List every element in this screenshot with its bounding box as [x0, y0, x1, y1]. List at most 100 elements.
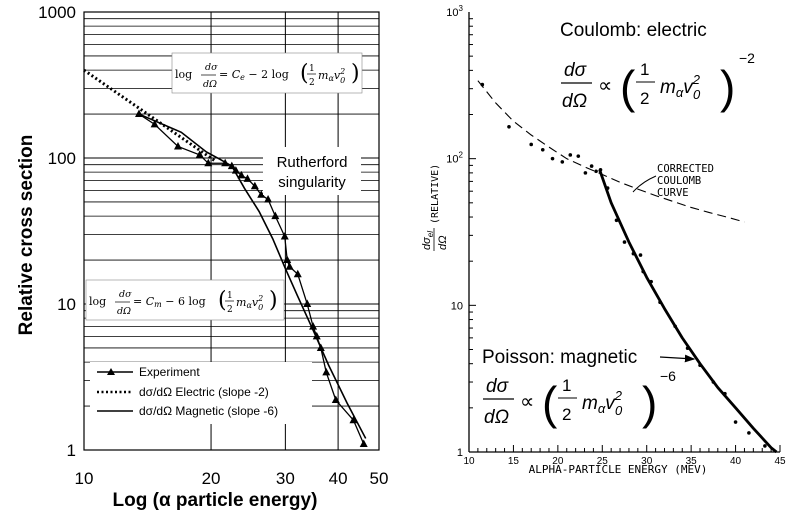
legend-experiment-label: Experiment: [139, 365, 200, 379]
right-x-tick-label: 10: [463, 456, 475, 467]
right-plot-frame: [468, 12, 780, 453]
experiment-point: [349, 415, 358, 424]
right-x-tick-label: 30: [641, 456, 653, 467]
magnetic-slope-line: [138, 113, 367, 439]
right-y-tick-label: 102: [446, 151, 463, 166]
right-data-point: [763, 444, 767, 448]
right-data-point: [605, 186, 610, 190]
experiment-point: [231, 166, 240, 174]
left-x-tick-label: 30: [276, 469, 295, 488]
right-data-point: [583, 171, 588, 175]
right-series: [477, 80, 778, 454]
right-data-point: [598, 167, 603, 172]
coulomb-equation: dσ dΩ ∝ ( 1 2 mαv2 0 ) −2: [561, 50, 755, 113]
magnetic-fit-curve: [598, 169, 778, 454]
experiment-point: [331, 395, 340, 404]
svg-text:): ): [720, 61, 735, 113]
svg-text:(: (: [300, 61, 309, 86]
svg-text:1: 1: [227, 291, 233, 301]
right-x-axis-label: ALPHA-PARTICLE ENERGY (MEV): [529, 463, 708, 476]
experiment-point: [173, 141, 182, 150]
left-y-tick-label: 1: [67, 441, 76, 460]
svg-text:1: 1: [640, 60, 649, 79]
right-data-point: [550, 156, 555, 161]
svg-text:1: 1: [562, 376, 571, 395]
right-data-point: [641, 269, 645, 274]
rutherford-singularity-annotation: Rutherford singularity: [263, 147, 361, 195]
right-data-point: [540, 147, 545, 152]
right-y-tick-label: 1: [457, 447, 463, 459]
experiment-point: [280, 231, 289, 240]
right-data-point: [658, 300, 662, 305]
experiment-point: [309, 322, 318, 330]
right-data-point: [560, 160, 565, 164]
left-x-tick-labels: 10 20 30 40 50: [75, 469, 389, 488]
coulomb-title: Coulomb: electric: [560, 20, 707, 41]
experiment-point: [293, 269, 302, 278]
right-data-point: [723, 391, 727, 396]
right-data-point: [685, 346, 690, 351]
right-data-point: [576, 154, 581, 158]
right-x-tick-label: 35: [686, 456, 698, 467]
right-data-point: [614, 218, 619, 223]
legend-electric-label: dσ/dΩ Electric (slope -2): [139, 385, 269, 399]
svg-text:dσel: dσel: [421, 231, 435, 250]
experiment-point: [316, 343, 325, 351]
electric-equation-box: log dσ dΩ = Ce − 2 log ( 1 2 mαv2 0 ): [171, 52, 363, 94]
svg-text:2: 2: [562, 405, 571, 424]
svg-text:): ): [269, 288, 278, 313]
left-y-tick-label: 100: [48, 149, 76, 168]
svg-text:dΩ: dΩ: [562, 91, 587, 112]
right-x-tick-label: 45: [774, 456, 786, 467]
svg-text:(: (: [218, 288, 227, 313]
svg-text:2: 2: [640, 89, 649, 108]
svg-text:(: (: [620, 61, 636, 113]
experiment-point: [283, 255, 292, 264]
left-legend: Experiment dσ/dΩ Electric (slope -2) dσ/…: [90, 362, 312, 424]
right-data-point: [733, 420, 738, 424]
left-x-tick-label: 40: [329, 469, 348, 488]
right-data-point: [529, 142, 533, 147]
right-y-tick-label: 103: [446, 4, 463, 19]
corrected-coulomb-label: CORRECTED COULOMB CURVE: [657, 163, 714, 199]
right-data-point: [711, 380, 716, 384]
left-y-tick-label: 10: [57, 295, 76, 314]
left-y-axis-label: Relative cross section: [16, 135, 37, 336]
left-x-tick-label: 10: [75, 469, 94, 488]
experiment-point: [243, 174, 252, 182]
experiment-point: [195, 150, 204, 158]
magnetic-equation-box: log dσ dΩ = Cm − 6 log ( 1 2 mαv2 0 ): [85, 279, 285, 321]
rutherford-singularity-label: Rutherford singularity: [277, 154, 348, 191]
right-x-tick-label: 15: [508, 456, 520, 467]
legend-experiment-marker: [107, 368, 115, 375]
right-y-ticks: 1 10 102 103: [446, 4, 476, 459]
experiment-point: [271, 211, 280, 220]
right-data-point: [594, 169, 598, 174]
experiment-point: [257, 190, 266, 198]
experiment-point: [221, 158, 230, 167]
experiment-point: [237, 170, 246, 179]
svg-text:1: 1: [309, 64, 315, 74]
right-data-point: [507, 124, 511, 129]
left-x-tick-label: 50: [370, 469, 389, 488]
svg-text:): ): [351, 61, 360, 86]
right-data-point: [568, 153, 573, 157]
left-y-tick-label: 1000: [38, 3, 76, 22]
right-data-point: [649, 279, 653, 284]
svg-text:(: (: [542, 377, 558, 429]
right-x-ticks: 10 15 20 25 30 35 40 45: [463, 445, 786, 467]
svg-text:2: 2: [309, 78, 315, 88]
experiment-point: [227, 161, 236, 170]
right-y-axis-label: dσel dΩ (RELATIVE): [421, 164, 449, 251]
svg-text:−6: −6: [660, 368, 676, 384]
svg-text:2: 2: [227, 305, 233, 315]
right-data-point: [480, 82, 485, 87]
right-data-point: [747, 431, 751, 435]
svg-text:): ): [642, 377, 657, 429]
experiment-point: [264, 194, 273, 203]
